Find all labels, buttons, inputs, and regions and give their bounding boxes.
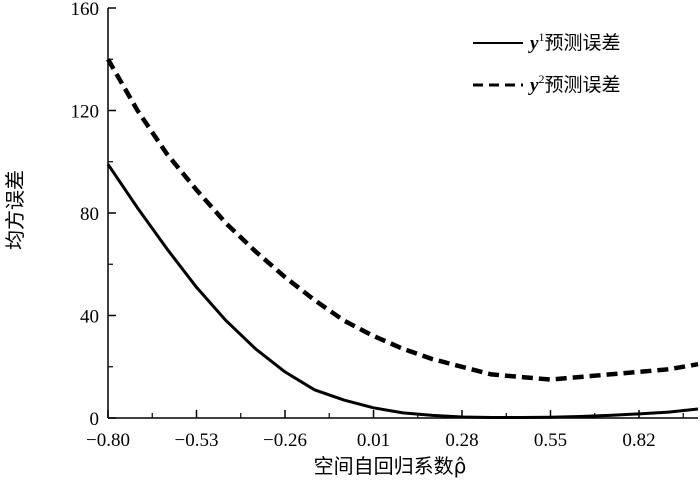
y-axis-ticks: 0 40 80 120 160 (71, 0, 116, 430)
x-tick-label: 0.01 (357, 430, 390, 451)
y-tick-label: 40 (80, 307, 99, 328)
x-tick-label: −0.26 (263, 430, 307, 451)
series-line-1 (106, 163, 699, 419)
x-tick-label: 0.82 (622, 430, 655, 451)
plot-lines (106, 58, 699, 419)
y-tick-label: 0 (90, 409, 100, 430)
legend-label-1: y1预测误差 (528, 30, 620, 54)
legend: y1预测误差 y2预测误差 (473, 30, 620, 96)
x-axis-ticks: −0.80 −0.53 −0.26 0.01 0.28 0.55 0.82 (86, 410, 684, 451)
x-tick-label: 0.28 (445, 430, 478, 451)
x-tick-label: −0.80 (86, 430, 130, 451)
y-axis-title: 均方误差 (3, 170, 27, 250)
y-tick-label: 120 (71, 102, 100, 123)
y-tick-label: 80 (80, 204, 99, 225)
series-line-2 (106, 58, 699, 382)
y-tick-label: 160 (71, 0, 100, 20)
legend-label-2: y2预测误差 (528, 72, 620, 96)
axes (107, 8, 698, 419)
x-tick-label: 0.55 (534, 430, 567, 451)
x-axis-title: 空间自回归系数ρ̂ (314, 454, 467, 478)
x-tick-label: −0.53 (175, 430, 219, 451)
